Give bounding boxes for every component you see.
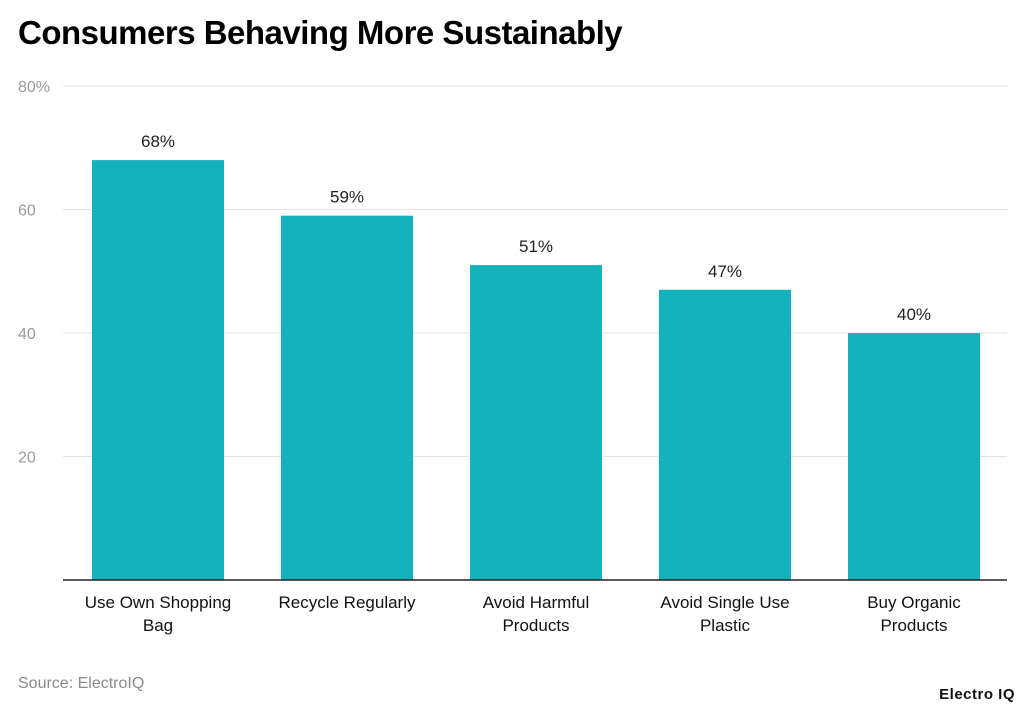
y-tick-label: 40 bbox=[18, 326, 36, 343]
data-label: 40% bbox=[897, 305, 931, 324]
y-tick-label: 20 bbox=[18, 450, 36, 467]
data-label: 51% bbox=[519, 237, 553, 256]
source-note: Source: ElectroIQ bbox=[18, 675, 145, 692]
y-tick-label: 80% bbox=[18, 79, 50, 96]
y-tick-label: 60 bbox=[18, 203, 36, 220]
x-tick-label: Products bbox=[502, 616, 569, 635]
bar bbox=[470, 265, 602, 580]
bar bbox=[281, 215, 413, 581]
x-tick-label: Avoid Single Use bbox=[660, 593, 789, 612]
bar bbox=[659, 289, 791, 580]
brand-logo: Electro IQ bbox=[939, 686, 1015, 703]
y-axis-ticks: 20 40 60 80% bbox=[18, 79, 50, 467]
x-tick-label: Bag bbox=[143, 616, 173, 635]
x-tick-label: Buy Organic bbox=[867, 593, 961, 612]
x-axis-labels: Use Own Shopping Bag Recycle Regularly Avoi… bbox=[85, 593, 962, 635]
bar bbox=[92, 160, 224, 580]
bars bbox=[92, 160, 980, 581]
chart-title: Consumers Behaving More Sustainably bbox=[18, 14, 623, 51]
data-label: 68% bbox=[141, 132, 175, 151]
data-labels: 68% 59% 51% 47% 40% bbox=[141, 132, 931, 324]
x-tick-label: Products bbox=[880, 616, 947, 635]
data-label: 59% bbox=[330, 188, 364, 207]
x-tick-label: Use Own Shopping bbox=[85, 593, 231, 612]
x-tick-label: Plastic bbox=[700, 616, 751, 635]
bar bbox=[848, 333, 980, 580]
x-tick-label: Recycle Regularly bbox=[279, 593, 416, 612]
x-tick-label: Avoid Harmful bbox=[483, 593, 589, 612]
data-label: 47% bbox=[708, 262, 742, 281]
